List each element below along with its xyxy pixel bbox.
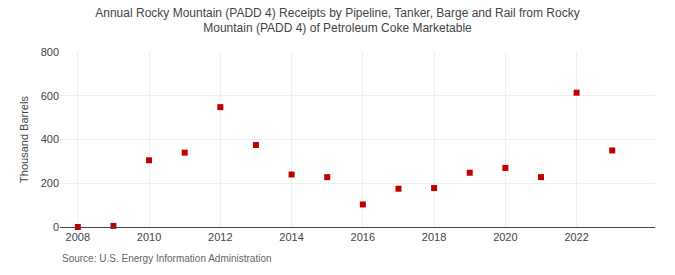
svg-text:600: 600 [41, 90, 59, 102]
svg-text:2010: 2010 [137, 231, 161, 243]
svg-text:0: 0 [53, 221, 59, 233]
svg-text:2012: 2012 [208, 231, 232, 243]
svg-text:2020: 2020 [493, 231, 517, 243]
svg-text:Thousand Barrels: Thousand Barrels [18, 96, 30, 183]
svg-text:2018: 2018 [422, 231, 446, 243]
svg-text:200: 200 [41, 177, 59, 189]
svg-text:2016: 2016 [351, 231, 375, 243]
svg-text:Source: U.S. Energy Informatio: Source: U.S. Energy Information Administ… [62, 253, 272, 264]
svg-text:2008: 2008 [66, 231, 90, 243]
svg-text:400: 400 [41, 133, 59, 145]
svg-text:2022: 2022 [564, 231, 588, 243]
svg-text:2014: 2014 [279, 231, 303, 243]
svg-text:800: 800 [41, 46, 59, 58]
svg-text:Annual Rocky Mountain (PADD 4): Annual Rocky Mountain (PADD 4) Receipts … [95, 6, 579, 36]
